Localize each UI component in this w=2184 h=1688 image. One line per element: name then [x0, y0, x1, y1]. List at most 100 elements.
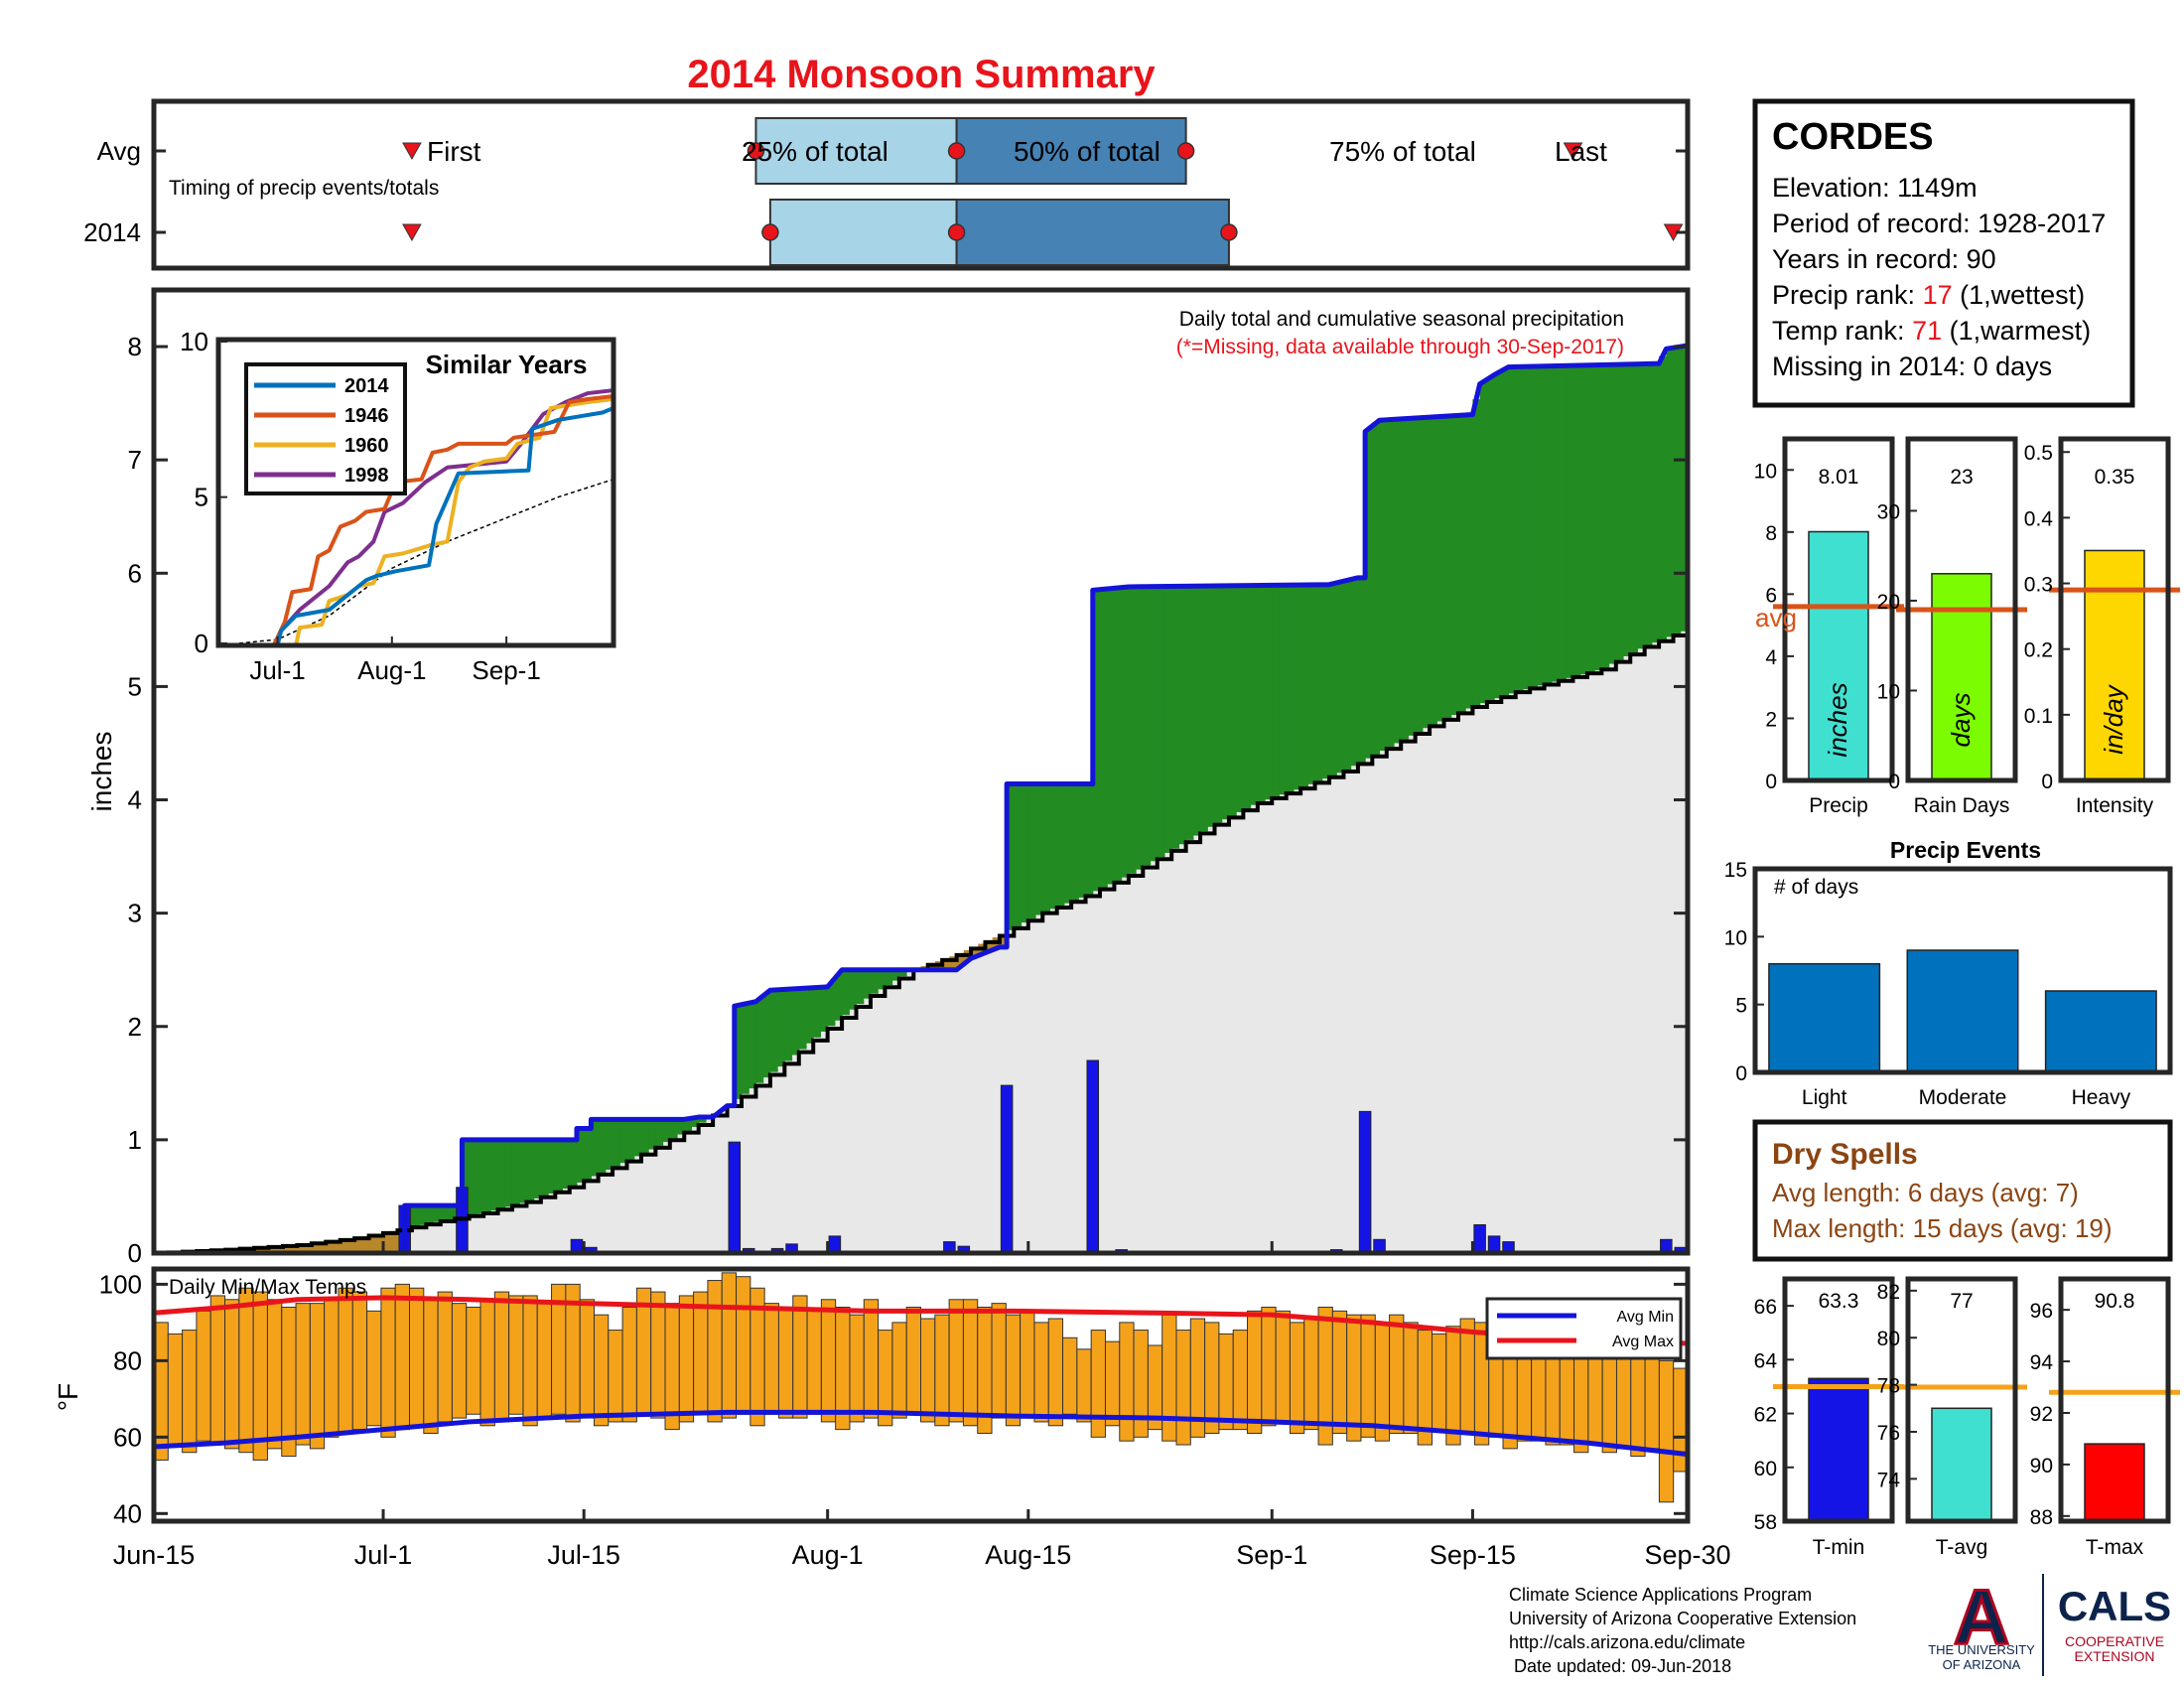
surplus-fill [533, 1139, 542, 1198]
small-panel-y-tick-label: 90 [2030, 1455, 2053, 1477]
surplus-fill [1243, 585, 1252, 809]
daily-temp-bar [1432, 1333, 1447, 1431]
timing-label-last: Last [1555, 136, 1607, 167]
deficit-fill [985, 940, 994, 952]
surplus-fill [504, 1139, 513, 1207]
daily-temp-bar [763, 1303, 779, 1415]
surplus-fill [856, 969, 865, 1005]
surplus-fill [870, 969, 879, 994]
daily-temp-bar [777, 1306, 794, 1419]
daily-precip-bar [1358, 1110, 1372, 1254]
surplus-fill [1329, 583, 1337, 776]
surplus-fill [1035, 783, 1043, 915]
surplus-fill [1372, 423, 1381, 755]
small-panel-y-tick-label: 6 [1765, 584, 1777, 607]
daily-precip-bar [1473, 1223, 1486, 1254]
surplus-fill [1450, 415, 1459, 716]
events-bar-moderate [1906, 949, 2019, 1073]
daily-temp-bar [934, 1314, 950, 1427]
surplus-fill [1114, 588, 1123, 882]
surplus-fill [448, 1205, 456, 1220]
surplus-fill [755, 998, 764, 1083]
surplus-fill [1530, 366, 1538, 688]
daily-temp-bar [905, 1306, 922, 1415]
surplus-fill [849, 969, 858, 1010]
daily-temp-bar [863, 1299, 880, 1419]
station-info-box: CORDES Elevation: 1149m Period of record… [1752, 98, 2135, 408]
surplus-fill [1265, 585, 1273, 800]
x-tick-label: Aug-15 [985, 1540, 1071, 1570]
surplus-fill [483, 1139, 491, 1213]
footer: Climate Science Applications Program Uni… [1509, 1572, 2171, 1676]
cumulative-lines [154, 343, 1690, 1256]
surplus-fill [1178, 586, 1187, 845]
surplus-fill [433, 1205, 442, 1222]
timing-label-p50: 50% of total [1014, 136, 1160, 167]
daily-temp-bar [338, 1287, 353, 1434]
timing-label-p75: 75% of total [1329, 136, 1476, 167]
daily-temp-bar [351, 1291, 368, 1431]
surplus-fill [820, 987, 829, 1032]
temp-y-tick-label: 40 [113, 1498, 142, 1528]
daily-temp-bar [479, 1299, 495, 1427]
deficit-fill [304, 1243, 313, 1253]
daily-temp-bar [1090, 1330, 1106, 1438]
surplus-fill [419, 1205, 427, 1225]
main-plot-frame [151, 287, 1691, 1256]
timing-label-p25: 25% of total [742, 136, 888, 167]
surplus-fill [1537, 365, 1546, 686]
surplus-fill [626, 1119, 635, 1160]
small-panel-y-tick-label: 80 [1877, 1328, 1900, 1350]
surplus-fill [777, 989, 785, 1067]
daily-temp-bar [721, 1272, 738, 1419]
timing-avg-marker-p50 [947, 142, 966, 160]
temp-y-tick-label: 100 [99, 1269, 142, 1299]
surplus-fill [1286, 585, 1295, 792]
temp-y-tick-label: 80 [113, 1345, 142, 1375]
season-value-label: 0.35 [2095, 466, 2135, 489]
surplus-fill [1343, 580, 1352, 771]
surplus-fill [805, 987, 814, 1044]
surplus-fill [598, 1119, 607, 1174]
surplus-fill [1357, 577, 1366, 763]
daily-temp-bar [1346, 1314, 1362, 1442]
surplus-fill [519, 1139, 528, 1203]
daily-temp-bar [806, 1310, 822, 1415]
timing-2014-marker-p25 [761, 223, 779, 241]
surplus-fill [1422, 417, 1431, 729]
inset-axes: 0 5 10 Jul-1 Aug-1 Sep-1 [180, 327, 541, 685]
surplus-fill [555, 1139, 564, 1192]
timing-avg-marker-p75 [1176, 142, 1195, 160]
small-panel-y-tick-label: 60 [1754, 1458, 1777, 1480]
surplus-fill [469, 1139, 478, 1216]
daily-precip-bar [728, 1141, 742, 1254]
main-y-tick-label: 0 [128, 1238, 142, 1268]
surplus-fill [1393, 419, 1402, 744]
surplus-fill [762, 993, 771, 1078]
inset-title: Similar Years [426, 350, 588, 379]
temp-avg-lines [153, 1295, 1689, 1458]
footer-line-2: University of Arizona Cooperative Extens… [1509, 1609, 1856, 1628]
daily-temp-bar [196, 1310, 211, 1442]
surplus-fill [1365, 428, 1373, 759]
season-precip-panel-intensity: 0 0.1 0.2 0.3 0.4 0.5 0.35 in/day Intensity [2024, 436, 2180, 817]
cumulative-panel: 0 1 2 3 4 5 6 7 8 inches Daily total and cumulat… [86, 287, 1691, 1268]
footer-line-4: Date updated: 09-Jun-2018 [1509, 1656, 1731, 1676]
x-tick-label: Jul-15 [547, 1540, 620, 1570]
deficit-fill [949, 956, 958, 970]
daily-temp-bar [1275, 1310, 1291, 1423]
surplus-fill [569, 1139, 578, 1187]
surplus-fill [1221, 585, 1230, 820]
surplus-fill [1479, 381, 1488, 704]
daily-temp-bar [252, 1291, 268, 1461]
timing-bars [154, 117, 1688, 266]
surplus-fill [1630, 363, 1639, 653]
surplus-fill [640, 1119, 649, 1154]
daily-temp-bar [466, 1306, 481, 1415]
season-temp-value-label: 77 [1950, 1290, 1973, 1313]
cals-logo-line-2: EXTENSION [2075, 1648, 2155, 1664]
deficit-fill [319, 1242, 327, 1253]
timing-avg-q2-box [955, 117, 1187, 185]
daily-temp-bar [1360, 1314, 1376, 1438]
deficit-fill [311, 1242, 320, 1253]
